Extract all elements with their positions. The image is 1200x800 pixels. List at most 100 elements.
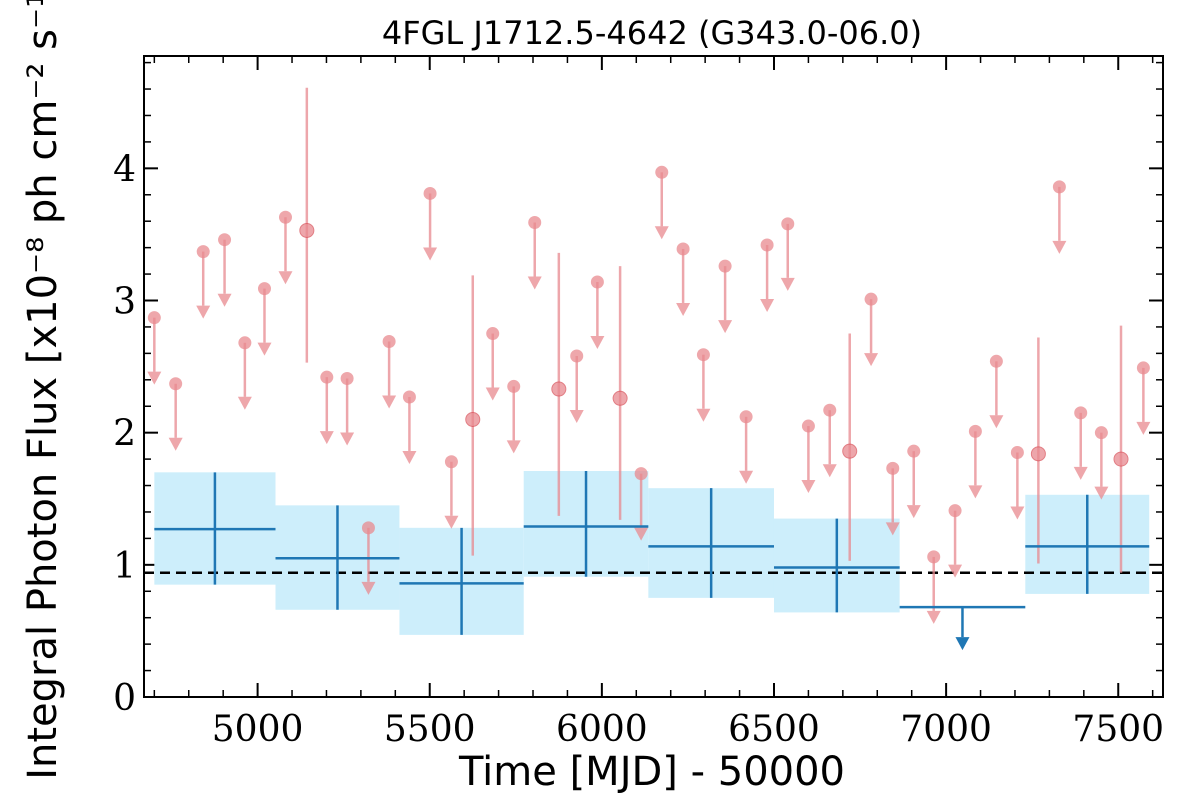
short-upper-limit-point [634, 467, 648, 481]
short-upper-limit-point [590, 275, 604, 289]
x-axis-label: Time [MJD] - 50000 [458, 749, 845, 795]
long-upper-limit-head [955, 637, 970, 651]
short-upper-limit-point [1094, 426, 1108, 440]
short-upper-limit-point [1010, 445, 1024, 459]
short-upper-limit-head [634, 527, 649, 541]
x-tick-label: 6000 [556, 709, 648, 750]
short-upper-limit-point [238, 336, 252, 350]
short-upper-limit-head [760, 298, 775, 312]
short-upper-limit-head [147, 371, 162, 385]
short-upper-limit-point [739, 410, 753, 424]
short-detection-point [842, 443, 858, 459]
short-upper-limit-head [361, 581, 376, 595]
chart-title: 4FGL J1712.5-4642 (G343.0-06.0) [382, 14, 922, 52]
short-upper-limit-head [340, 432, 355, 446]
short-upper-limit-head [590, 336, 605, 350]
short-upper-limit-point [989, 354, 1003, 368]
short-upper-limit-point [218, 233, 232, 247]
short-upper-limit-point [423, 186, 437, 200]
short-upper-limit-head [319, 431, 334, 445]
short-upper-limit-head [948, 564, 963, 578]
short-upper-limit-point [886, 461, 900, 475]
short-upper-limit-point [696, 348, 710, 362]
short-upper-limit-head [237, 396, 252, 410]
x-tick-label: 7000 [900, 709, 992, 750]
short-upper-limit-head [739, 470, 754, 484]
short-upper-limit-head [822, 464, 837, 478]
short-upper-limit-head [402, 450, 417, 464]
short-detection-point [299, 222, 315, 238]
short-upper-limit-point [320, 370, 334, 384]
short-upper-limit-point [570, 349, 584, 363]
short-upper-limit-point [948, 504, 962, 518]
short-upper-limit-point [823, 403, 837, 417]
short-detection-point [551, 381, 567, 397]
short-upper-limit-head [906, 505, 921, 519]
short-upper-limit-head [718, 320, 733, 334]
long-bin-error-bands [154, 470, 1150, 635]
short-upper-limit-point [361, 521, 375, 535]
y-tick-label: 2 [113, 414, 136, 455]
short-detection-point [465, 411, 481, 427]
short-upper-limit-point [676, 242, 690, 256]
short-upper-limit-point [1074, 406, 1088, 420]
short-upper-limit-point [760, 238, 774, 252]
short-bin-series [147, 87, 1151, 624]
short-upper-limit-point [927, 550, 941, 564]
y-tick-label: 0 [113, 678, 136, 719]
short-upper-limit-head [676, 302, 691, 316]
short-upper-limit-head [885, 522, 900, 536]
short-upper-limit-point [169, 377, 183, 391]
short-upper-limit-head [1073, 466, 1088, 480]
short-upper-limit-point [718, 259, 732, 273]
short-detection-point [612, 390, 628, 406]
short-upper-limit-point [968, 424, 982, 438]
short-upper-limit-point [382, 334, 396, 348]
short-upper-limit-head [423, 247, 438, 261]
short-upper-limit-head [1010, 506, 1025, 520]
x-tick-label: 7500 [1072, 709, 1164, 750]
short-upper-limit-point [864, 292, 878, 306]
short-upper-limit-head [968, 485, 983, 499]
short-upper-limit-head [801, 480, 816, 494]
short-upper-limit-head [217, 293, 232, 307]
short-upper-limit-point [486, 327, 500, 341]
short-upper-limit-head [382, 395, 397, 409]
short-upper-limit-point [147, 311, 161, 325]
short-upper-limit-point [444, 455, 458, 469]
short-upper-limit-head [278, 271, 293, 285]
y-axis-ticks: 0 1 2 3 4 [113, 61, 1163, 719]
short-upper-limit-head [485, 387, 500, 401]
x-tick-label: 6500 [728, 709, 820, 750]
short-upper-limit-head [196, 305, 211, 319]
short-upper-limit-head [168, 437, 183, 451]
short-upper-limit-point [340, 371, 354, 385]
short-upper-limit-point [801, 419, 815, 433]
x-axis-ticks: 5000 5500 6000 6500 7000 7500 [153, 56, 1164, 750]
long-bin-series [154, 470, 1150, 651]
short-upper-limit-point [528, 216, 542, 230]
plot-frame [143, 55, 1164, 698]
short-upper-limit-point [781, 217, 795, 231]
short-upper-limit-head [527, 276, 542, 290]
short-upper-limit-head [1052, 240, 1067, 254]
short-upper-limit-head [989, 415, 1004, 429]
short-upper-limit-head [696, 408, 711, 422]
short-upper-limit-point [257, 282, 271, 296]
y-tick-label: 3 [113, 282, 136, 323]
short-upper-limit-head [569, 410, 584, 424]
short-upper-limit-head [864, 353, 879, 367]
short-upper-limit-point [196, 245, 210, 259]
y-tick-label: 4 [113, 149, 136, 190]
short-upper-limit-head [926, 610, 941, 624]
short-upper-limit-point [1052, 180, 1066, 194]
short-detection-point [1030, 446, 1046, 462]
short-upper-limit-point [278, 210, 292, 224]
y-axis-label: Integral Photon Flux [x10⁻⁸ ph cm⁻² s⁻¹] [20, 0, 66, 780]
y-tick-label: 1 [113, 546, 136, 587]
x-tick-label: 5000 [212, 709, 304, 750]
short-upper-limit-point [507, 379, 521, 393]
short-detection-point [1113, 451, 1129, 467]
short-upper-limit-head [1136, 421, 1151, 435]
